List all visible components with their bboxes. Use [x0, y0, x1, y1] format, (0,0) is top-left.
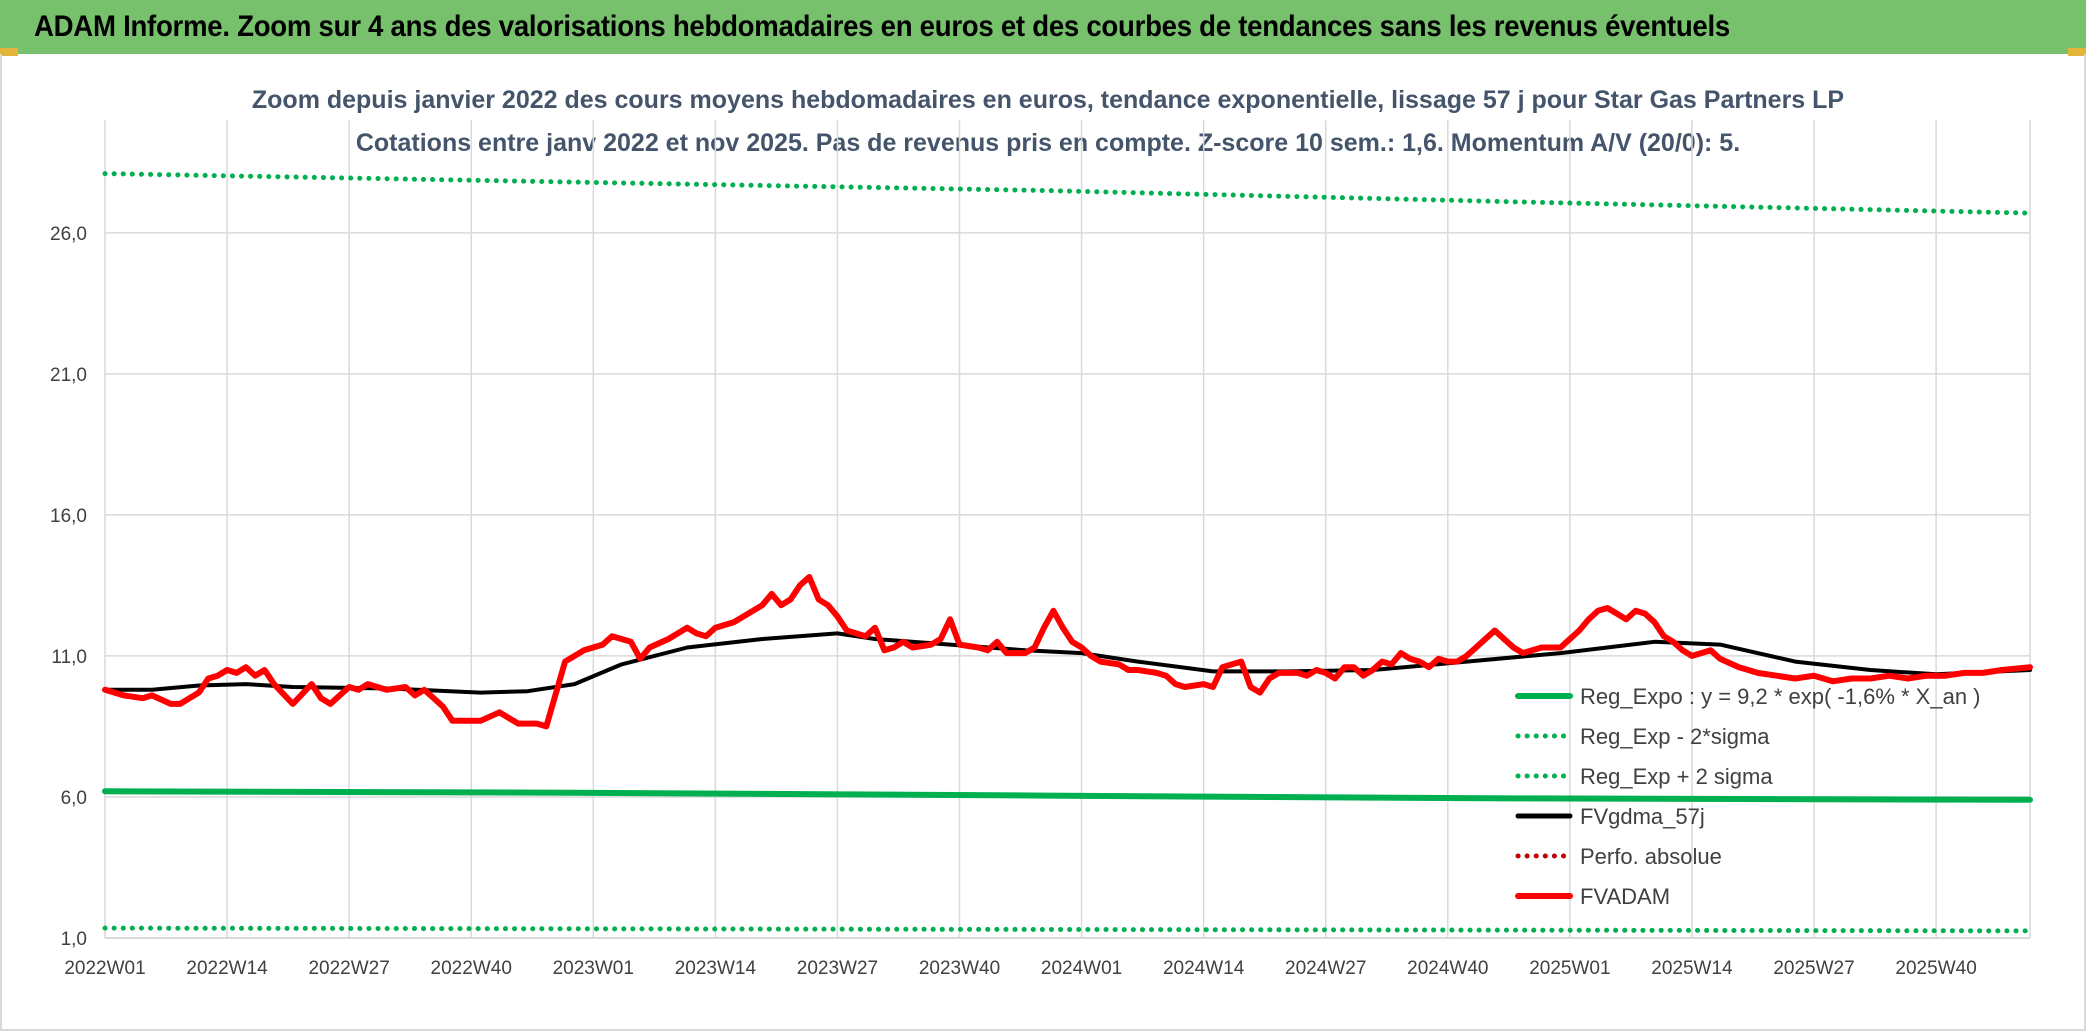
legend-label: FVADAM [1580, 884, 1670, 909]
legend: Reg_Expo : y = 9,2 * exp( -1,6% * X_an )… [1515, 684, 1981, 909]
y-tick-label: 21,0 [50, 365, 87, 386]
legend-label: Reg_Exp + 2 sigma [1580, 764, 1773, 789]
y-tick-label: 26,0 [50, 224, 87, 245]
y-tick-label: 11,0 [51, 647, 87, 668]
legend-label: Reg_Expo : y = 9,2 * exp( -1,6% * X_an ) [1580, 684, 1981, 709]
y-axis: 1,0 6,0 11,0 16,0 21,0 26,0 [50, 224, 87, 950]
series-group [102, 171, 2033, 934]
banner-corner-left [0, 48, 18, 56]
legend-label: FVgdma_57j [1580, 804, 1705, 829]
x-tick-label: 2023W40 [919, 958, 1000, 979]
report-banner: ADAM Informe. Zoom sur 4 ans des valoris… [0, 0, 2086, 56]
x-tick-label: 2025W27 [1773, 958, 1854, 979]
y-tick-label: 16,0 [50, 506, 87, 527]
x-tick-label: 2025W14 [1651, 958, 1733, 979]
x-tick-label: 2024W14 [1163, 958, 1245, 979]
series-line-0 [102, 788, 2033, 803]
report-title: ADAM Informe. Zoom sur 4 ans des valoris… [34, 10, 1730, 43]
x-tick-label: 2022W01 [64, 958, 145, 979]
x-axis: 2022W01 2022W14 2022W27 2022W40 2023W01 2023W… [64, 958, 1976, 979]
gridlines [104, 120, 2031, 939]
x-tick-label: 2025W40 [1895, 958, 1976, 979]
x-tick-label: 2024W27 [1285, 958, 1366, 979]
chart-frame [0, 54, 2086, 1031]
x-tick-label: 2023W27 [797, 958, 878, 979]
series-line-1 [102, 925, 2033, 934]
x-tick-label: 2022W27 [308, 958, 389, 979]
banner-corner-right [2068, 48, 2086, 56]
legend-label: Reg_Exp - 2*sigma [1580, 724, 1770, 749]
chart-title: Zoom depuis janvier 2022 des cours moyen… [252, 86, 1844, 114]
y-tick-label: 6,0 [61, 788, 87, 809]
x-tick-label: 2024W40 [1407, 958, 1488, 979]
y-tick-label: 1,0 [61, 929, 87, 950]
x-tick-label: 2025W01 [1529, 958, 1610, 979]
legend-label: Perfo. absolue [1580, 844, 1722, 869]
chart-subtitle: Cotations entre janv 2022 et nov 2025. P… [356, 129, 1740, 157]
series-line-5 [102, 574, 2033, 730]
x-tick-label: 2022W40 [431, 958, 512, 979]
x-tick-label: 2024W01 [1041, 958, 1122, 979]
x-tick-label: 2023W01 [553, 958, 634, 979]
x-tick-label: 2023W14 [675, 958, 757, 979]
series-line-2 [102, 171, 2033, 216]
x-tick-label: 2022W14 [186, 958, 268, 979]
